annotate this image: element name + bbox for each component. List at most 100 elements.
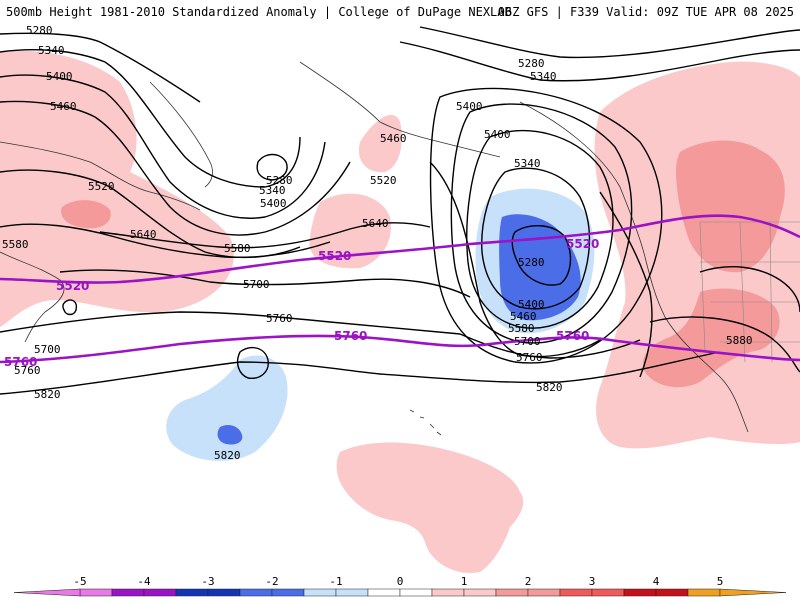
colorbar-segment [495, 588, 529, 597]
contour-5760-central [0, 311, 461, 335]
label-5820-tl: 5820 [34, 388, 61, 401]
colorbar-segment [527, 588, 561, 597]
contour-5700-central [59, 269, 471, 298]
label-5820-sw: 5820 [214, 449, 241, 462]
colorbar-segment [79, 588, 113, 597]
map-title: 500mb Height 1981-2010 Standardized Anom… [6, 5, 512, 19]
label-5760-m: 5760 [266, 312, 293, 325]
colorbar-tick-label: 3 [589, 575, 596, 588]
label-5580-tl: 5580 [2, 238, 29, 251]
bc-coastline [519, 101, 646, 258]
state-borders [699, 221, 800, 363]
contour-small-closed-w [62, 299, 78, 316]
contour-5280-north [0, 32, 201, 103]
label-5400-gulf: 5400 [456, 100, 483, 113]
positive-anomaly-bering [358, 114, 402, 173]
colorbar-segment [623, 588, 657, 597]
label-5280-tl: 5280 [26, 24, 53, 37]
colorbar-right-arrow [719, 588, 787, 597]
contour-5460-north [0, 100, 351, 236]
label-5340-tl: 5340 [38, 44, 65, 57]
contour-west-trough [599, 191, 653, 378]
positive-anomaly-west-pacific-core [61, 200, 111, 229]
colorbar-tick-label: -2 [265, 575, 278, 588]
label-5700-m: 5700 [243, 278, 270, 291]
contour-5280-gulf-low [511, 225, 572, 286]
highlight-5520 [0, 214, 800, 284]
colorbar-segment [431, 588, 465, 597]
label-5640-tl: 5640 [130, 228, 157, 241]
label-5400-low: 5400 [518, 298, 545, 311]
colorbar-segment [399, 588, 433, 597]
colorbar-segment [559, 588, 593, 597]
height-contours [0, 26, 800, 395]
colorbar-segment [335, 588, 369, 597]
label-5280-low: 5280 [518, 256, 545, 269]
colorbar-tick-label: 4 [653, 575, 660, 588]
positive-anomaly-west-pacific [0, 50, 234, 327]
label-5640-m: 5640 [362, 217, 389, 230]
colorbar: -5 -4 -3 -2 -1 0 1 2 3 4 5 [0, 575, 800, 600]
label-5580-low: 5580 [508, 322, 535, 335]
weather-map: 5280 5340 5400 5460 5520 5580 5640 5700 … [0, 22, 800, 575]
contour-5640-central [99, 222, 431, 249]
label-5820-low: 5820 [536, 381, 563, 394]
label-5460-bs: 5460 [380, 132, 407, 145]
colorbar-tick-label: 5 [717, 575, 724, 588]
label-5340-nr: 5340 [530, 70, 557, 83]
contour-east-closed [699, 266, 800, 313]
contour-5340-north [0, 49, 301, 188]
kamchatka-coastline [149, 81, 213, 188]
label-5700-tl: 5700 [34, 343, 61, 356]
label-5580-m: 5580 [224, 242, 251, 255]
label-5760-low: 5760 [516, 351, 543, 364]
contour-5340-northeast [399, 41, 800, 82]
label-5400-ak: 5400 [260, 197, 287, 210]
contour-5880-southwest [649, 316, 800, 373]
contour-5400-north [0, 74, 326, 219]
label-5700-low: 5700 [514, 335, 541, 348]
contour-small-closed-tl [256, 153, 288, 181]
label-purple-5760-c: 5760 [556, 329, 589, 343]
contour-5580-north [0, 223, 331, 259]
label-5280-nr: 5280 [518, 57, 545, 70]
label-5520-tl: 5520 [88, 180, 115, 193]
positive-anomaly-sw-core [642, 288, 780, 388]
negative-anomaly-subtropical [166, 355, 288, 461]
colorbar-segment [175, 588, 209, 597]
contour-5580-gulf-low [429, 87, 663, 364]
colorbar-segment [303, 588, 337, 597]
map-canvas: 5280 5340 5400 5460 5520 5580 5640 5700 … [0, 24, 800, 573]
positive-anomaly-central-pacific [309, 193, 391, 269]
colorbar-tick-labels: -5 -4 -3 -2 -1 0 1 2 3 4 5 [73, 575, 723, 588]
label-5280-ak: 5280 [266, 174, 293, 187]
label-5520-bs: 5520 [370, 174, 397, 187]
colorbar-tick-label: 1 [461, 575, 468, 588]
asia-coastline [0, 141, 201, 211]
hawaii-islands [409, 409, 442, 436]
label-purple-5520-c: 5520 [566, 237, 599, 251]
contour-5700-gulf-low [429, 161, 601, 358]
model-run-info: 06Z GFS | F339 Valid: 09Z TUE APR 08 202… [497, 5, 794, 19]
colorbar-segment [111, 588, 145, 597]
colorbar-strip [13, 588, 787, 597]
contour-small-closed-sw [236, 346, 269, 379]
contour-5340-gulf-low [481, 167, 591, 310]
label-purple-5760-b: 5760 [334, 329, 367, 343]
contour-5280-northeast [419, 26, 800, 59]
highlighted-contours [0, 214, 800, 364]
label-5340-ak: 5340 [259, 184, 286, 197]
label-purple-5760-a: 5760 [4, 355, 37, 369]
colorbar-tick-label: 0 [397, 575, 404, 588]
colorbar-tick-label: -3 [201, 575, 214, 588]
colorbar-tick-label: -5 [73, 575, 86, 588]
colorbar-left-arrow [13, 588, 81, 597]
highlight-5760 [0, 334, 800, 364]
contour-5820-south [0, 351, 721, 395]
colorbar-tick-label: -1 [329, 575, 342, 588]
label-5460-tl: 5460 [50, 100, 77, 113]
map-header: 500mb Height 1981-2010 Standardized Anom… [0, 0, 800, 22]
contour-5460-gulf-low [450, 103, 633, 344]
label-5760-tl: 5760 [14, 364, 41, 377]
colorbar-segment [271, 588, 305, 597]
